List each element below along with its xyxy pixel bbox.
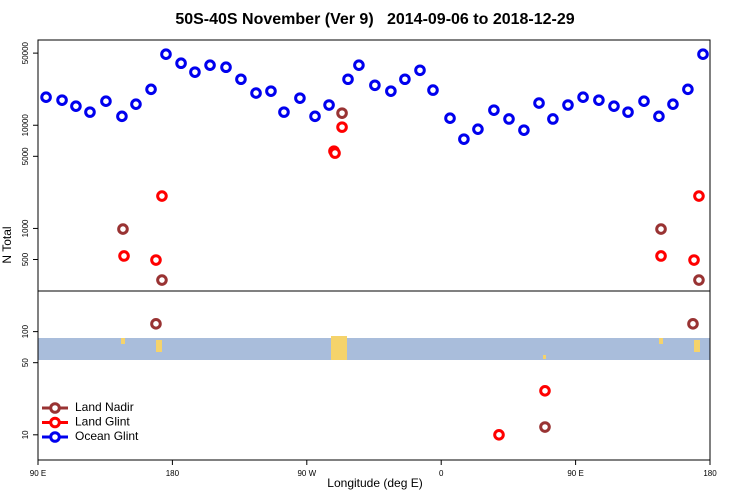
point xyxy=(100,95,112,107)
legend-marker xyxy=(49,431,61,443)
y-tick-label: 100 xyxy=(21,324,30,338)
point xyxy=(693,274,705,286)
plot-frame xyxy=(37,39,711,461)
point xyxy=(117,223,129,235)
point xyxy=(323,99,335,111)
legend-marker xyxy=(49,416,61,429)
y-tick-label: 50000 xyxy=(21,41,30,64)
point xyxy=(250,87,262,99)
x-axis-label: Longitude (deg E) xyxy=(327,476,422,490)
point xyxy=(56,94,68,106)
x-tick-label: 90 E xyxy=(567,469,583,478)
point xyxy=(399,73,411,86)
point xyxy=(294,92,306,104)
point xyxy=(539,384,551,397)
point xyxy=(687,318,699,330)
point xyxy=(653,110,665,123)
x-tick-label: 0 xyxy=(439,469,444,478)
point xyxy=(655,223,667,235)
point xyxy=(156,274,168,286)
point xyxy=(336,107,348,119)
point xyxy=(309,110,321,123)
point xyxy=(189,66,201,78)
point xyxy=(84,106,96,118)
y-tick-label: 500 xyxy=(21,252,30,266)
y-tick-label: 50 xyxy=(21,358,30,367)
point xyxy=(116,110,128,123)
x-tick-label: 180 xyxy=(703,469,717,478)
point xyxy=(697,48,709,61)
point xyxy=(70,100,82,112)
point xyxy=(235,73,247,86)
point xyxy=(220,61,232,74)
point xyxy=(40,91,52,103)
point xyxy=(385,85,397,97)
point xyxy=(472,123,484,135)
point xyxy=(458,133,470,145)
point xyxy=(118,250,130,262)
legend-label: Land Nadir xyxy=(75,400,134,414)
point xyxy=(655,250,667,262)
point xyxy=(130,98,142,110)
point xyxy=(353,59,365,71)
point xyxy=(622,106,634,118)
point xyxy=(493,429,505,441)
point xyxy=(577,91,589,103)
x-tick-label: 90 W xyxy=(297,469,316,478)
land-band xyxy=(38,338,710,360)
point xyxy=(175,57,187,70)
point xyxy=(593,94,605,106)
point xyxy=(150,254,162,266)
point xyxy=(342,73,354,86)
point xyxy=(329,147,341,159)
point xyxy=(336,121,348,133)
point xyxy=(533,97,545,109)
point xyxy=(608,100,620,112)
point xyxy=(638,95,650,107)
point xyxy=(278,106,290,118)
point xyxy=(444,112,456,125)
point xyxy=(145,83,157,96)
y-tick-label: 10 xyxy=(21,430,30,439)
legend-marker xyxy=(49,402,61,414)
chart-title: 50S-40S November (Ver 9) 2014-09-06 to 2… xyxy=(175,11,574,28)
point xyxy=(667,98,679,110)
point xyxy=(562,99,574,111)
point xyxy=(682,83,694,96)
point xyxy=(547,113,559,125)
legend-label: Ocean Glint xyxy=(75,429,139,443)
y-tick-label: 10000 xyxy=(21,114,30,137)
x-tick-label: 180 xyxy=(166,469,180,478)
x-tick-label: 90 E xyxy=(30,469,46,478)
point xyxy=(414,64,426,77)
point xyxy=(688,254,700,266)
legend-label: Land Glint xyxy=(75,415,130,429)
point xyxy=(265,85,277,97)
point xyxy=(539,421,551,433)
land-speckles xyxy=(121,336,700,360)
point xyxy=(156,190,168,202)
point xyxy=(160,48,172,61)
point xyxy=(518,124,530,136)
y-tick-label: 5000 xyxy=(21,147,30,165)
point xyxy=(488,104,500,116)
point xyxy=(204,59,216,71)
point xyxy=(693,190,705,202)
point xyxy=(150,318,162,330)
point xyxy=(427,84,439,96)
y-axis-label: N Total xyxy=(0,226,14,263)
y-tick-label: 1000 xyxy=(21,219,30,237)
point xyxy=(503,113,515,125)
point xyxy=(369,79,381,92)
